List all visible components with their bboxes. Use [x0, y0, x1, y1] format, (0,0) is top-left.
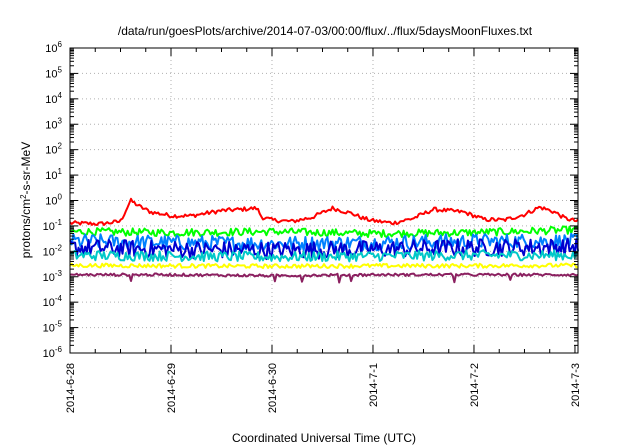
y-tick-base: 10: [43, 246, 55, 258]
y-tick-exponent: 5: [58, 65, 63, 74]
y-tick-exponent: 1: [58, 167, 63, 176]
y-tick-label: 10-1: [43, 218, 63, 233]
y-tick-label: 10-3: [43, 269, 63, 284]
y-axis-label-sup: 2: [19, 194, 28, 199]
y-tick-base: 10: [45, 94, 57, 106]
y-tick-exponent: -1: [55, 218, 63, 227]
x-axis-label: Coordinated Universal Time (UTC): [232, 431, 416, 445]
x-tick-label: 2014-6-30: [267, 363, 279, 413]
y-tick-exponent: -5: [55, 320, 63, 329]
series-line: [69, 249, 579, 263]
y-tick-exponent: 0: [58, 193, 63, 202]
y-axis-label-rest: -s-sr-MeV: [19, 142, 33, 195]
y-tick-base: 10: [43, 323, 55, 335]
x-tick-label: 2014-7-1: [368, 363, 380, 407]
x-tick-label: 2014-6-28: [65, 363, 77, 413]
y-tick-base: 10: [45, 119, 57, 131]
series-line: [69, 262, 579, 270]
x-axis: 2014-6-28 2014-6-29 2014-6-30 2014-7-1 2014-…: [65, 48, 582, 413]
series-line: [69, 225, 579, 239]
y-tick-exponent: 3: [58, 116, 63, 125]
chart-title: /data/run/goesPlots/archive/2014-07-03/0…: [118, 24, 533, 38]
y-tick-base: 10: [45, 170, 57, 182]
x-tick-label: 2014-7-2: [469, 363, 481, 407]
y-tick-label: 104: [45, 91, 62, 106]
series-line: [69, 232, 579, 252]
y-tick-label: 105: [45, 65, 62, 80]
y-tick-base: 10: [45, 196, 57, 208]
x-tick-label: 2014-7-3: [570, 363, 582, 407]
y-tick-exponent: -4: [55, 294, 63, 303]
series-line: [69, 197, 579, 226]
y-tick-label: 103: [45, 116, 62, 131]
y-tick-exponent: 2: [58, 142, 63, 151]
y-tick-label: 101: [45, 167, 62, 182]
y-tick-label: 100: [45, 193, 62, 208]
y-tick-label: 10-2: [43, 243, 63, 258]
y-tick-label: 10-6: [43, 345, 63, 360]
y-tick-base: 10: [43, 348, 55, 360]
y-tick-label: 10-5: [43, 320, 63, 335]
y-axis: 10-610-510-410-310-210-11001011021031041…: [43, 40, 578, 360]
y-tick-label: 10-4: [43, 294, 63, 309]
y-tick-base: 10: [45, 68, 57, 80]
y-axis-label: protons/cm2-s-sr-MeV: [19, 142, 34, 258]
y-tick-base: 10: [45, 43, 57, 55]
y-tick-exponent: -2: [55, 243, 63, 252]
y-tick-exponent: 6: [58, 40, 63, 49]
y-tick-exponent: -3: [55, 269, 63, 278]
y-tick-base: 10: [43, 221, 55, 233]
plot-series: [69, 197, 579, 284]
x-tick-label: 2014-6-29: [166, 363, 178, 413]
y-axis-label-main: protons/cm: [19, 199, 33, 258]
grid: [70, 48, 578, 353]
y-tick-base: 10: [43, 272, 55, 284]
y-tick-base: 10: [45, 145, 57, 157]
y-tick-exponent: 4: [58, 91, 63, 100]
series-line: [69, 272, 579, 284]
y-tick-label: 106: [45, 40, 62, 55]
y-tick-label: 102: [45, 142, 62, 157]
y-tick-base: 10: [43, 297, 55, 309]
y-tick-exponent: -6: [55, 345, 63, 354]
